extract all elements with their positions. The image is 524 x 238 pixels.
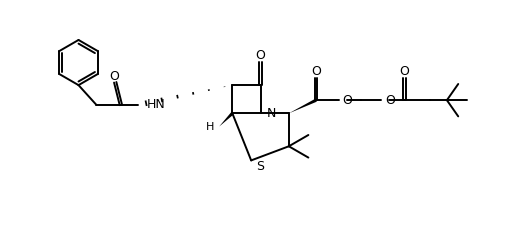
Text: O: O	[400, 65, 409, 79]
Polygon shape	[219, 112, 234, 127]
Text: O: O	[110, 70, 119, 83]
Text: H: H	[206, 122, 214, 132]
Text: O: O	[311, 65, 321, 79]
Text: O: O	[385, 94, 395, 107]
Text: N: N	[267, 107, 276, 120]
Text: S: S	[256, 159, 264, 173]
Text: HN: HN	[147, 98, 166, 111]
Text: O: O	[343, 94, 352, 107]
Text: O: O	[256, 50, 266, 62]
Polygon shape	[289, 99, 317, 113]
